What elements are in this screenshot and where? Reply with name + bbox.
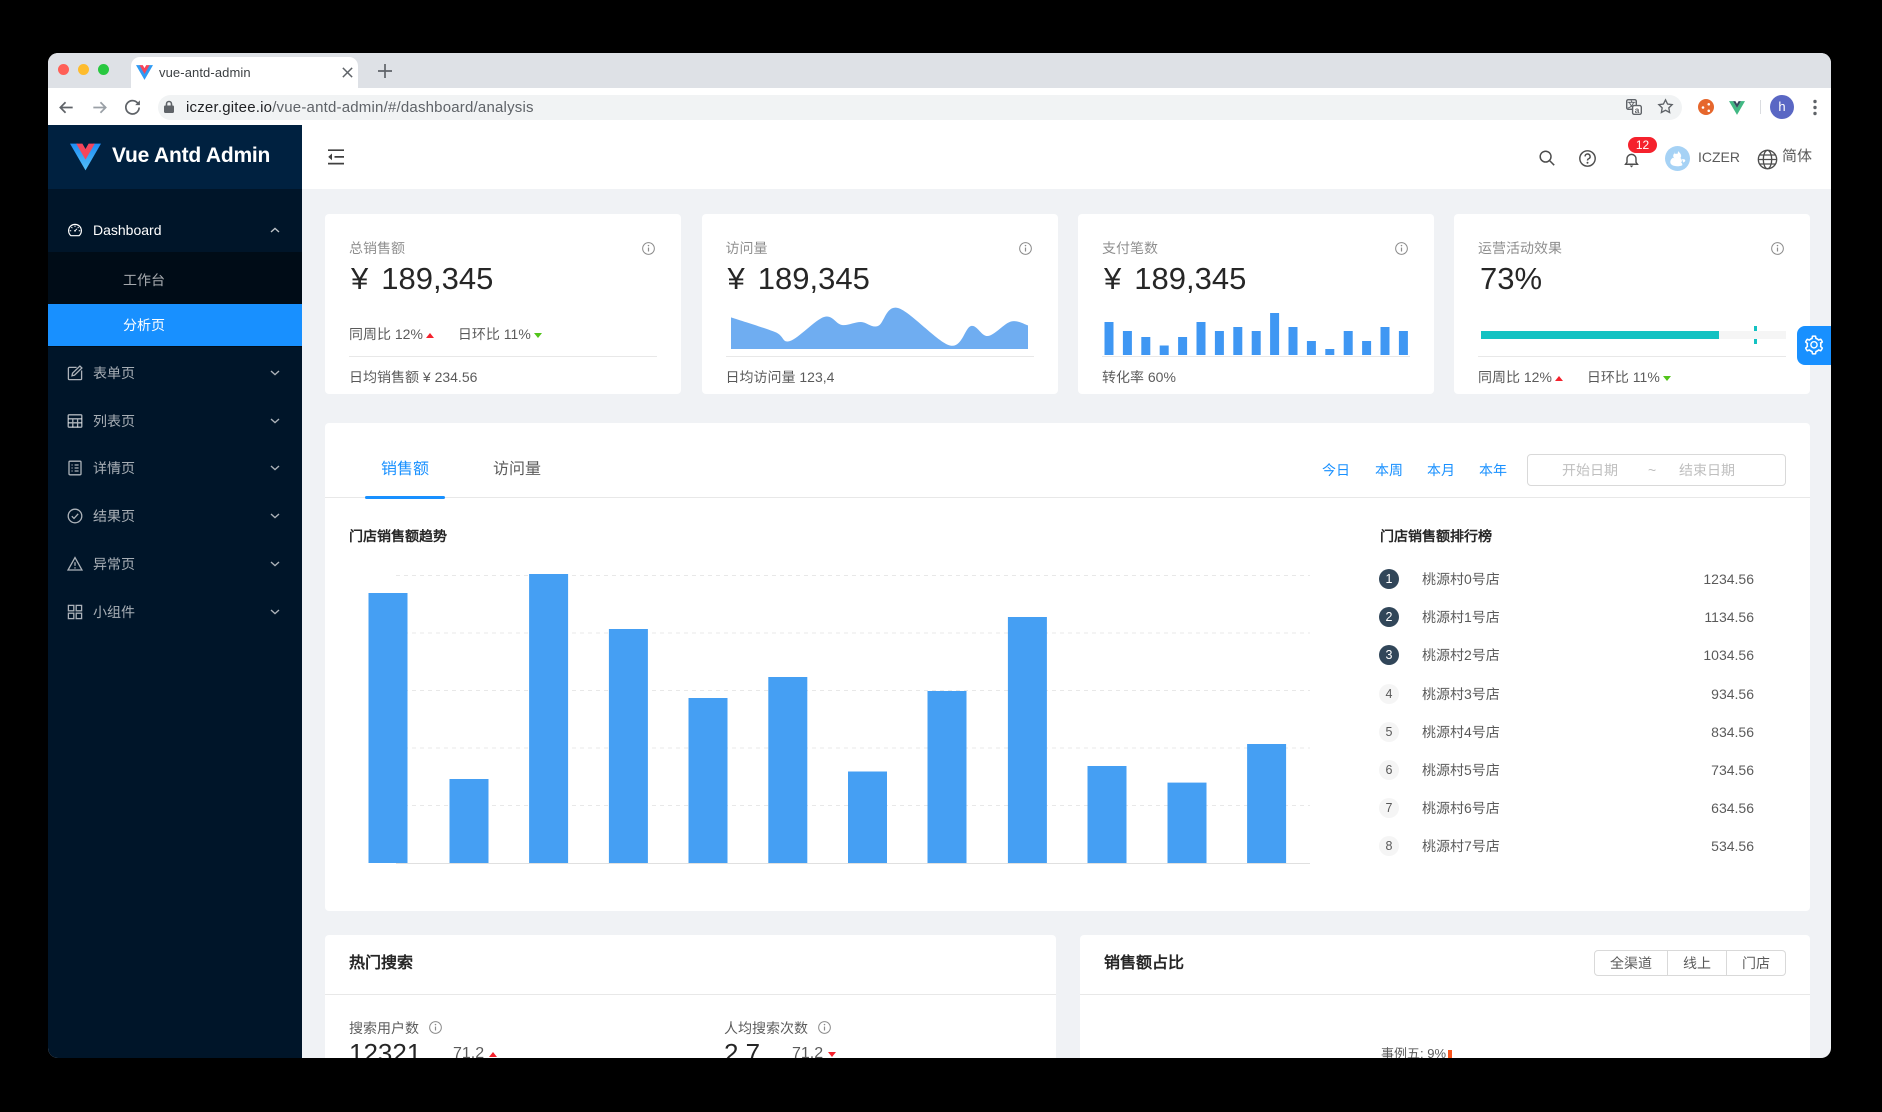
svg-text:a: a xyxy=(1635,105,1640,115)
svg-text:文: 文 xyxy=(1628,100,1637,110)
